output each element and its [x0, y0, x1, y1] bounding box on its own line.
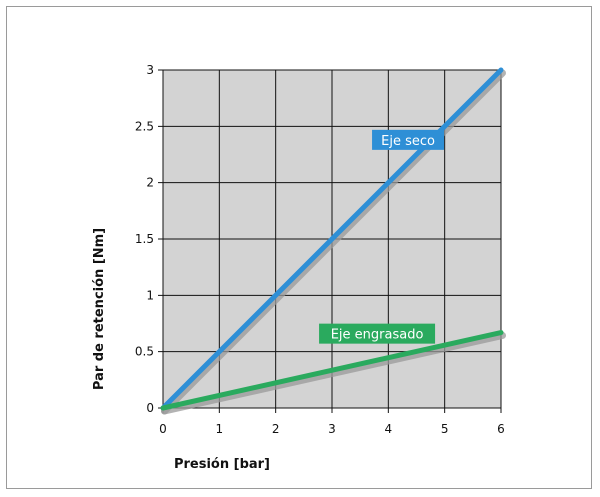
series-label-bg [319, 323, 436, 344]
series-line-1 [160, 67, 504, 411]
series-group [160, 67, 506, 415]
y-tick-label: 0 [146, 401, 154, 415]
series-shadow [161, 69, 506, 415]
x-tick-label: 5 [441, 422, 449, 436]
x-tick-label: 4 [385, 422, 393, 436]
y-tick-label: 3 [146, 63, 154, 77]
series-label: Eje seco [381, 134, 435, 149]
y-tick-label: 1 [146, 288, 154, 302]
y-tick-label: 2 [146, 176, 154, 190]
y-tick-label: 2.5 [135, 119, 154, 133]
series-label: Eje engrasado [331, 328, 424, 343]
x-tick-label: 6 [497, 422, 505, 436]
x-tick-label: 3 [328, 422, 336, 436]
y-axis-title: Par de retención [Nm] [92, 228, 107, 390]
series-line-2 [160, 330, 504, 411]
series-labels: Eje seco Eje engrasado [319, 129, 445, 344]
series-shadow [161, 332, 506, 415]
x-tick-label: 2 [272, 422, 280, 436]
x-axis-title: Presión [bar] [174, 457, 270, 472]
series-label-bg [372, 129, 445, 150]
tick-labels: 0 1 2 3 4 5 6 0 0.5 1 1.5 2 2.5 3 [135, 63, 505, 436]
x-tick-label: 1 [216, 422, 224, 436]
y-tick-label: 1.5 [135, 232, 154, 246]
y-tick-label: 0.5 [135, 345, 154, 359]
x-tick-label: 0 [159, 422, 167, 436]
